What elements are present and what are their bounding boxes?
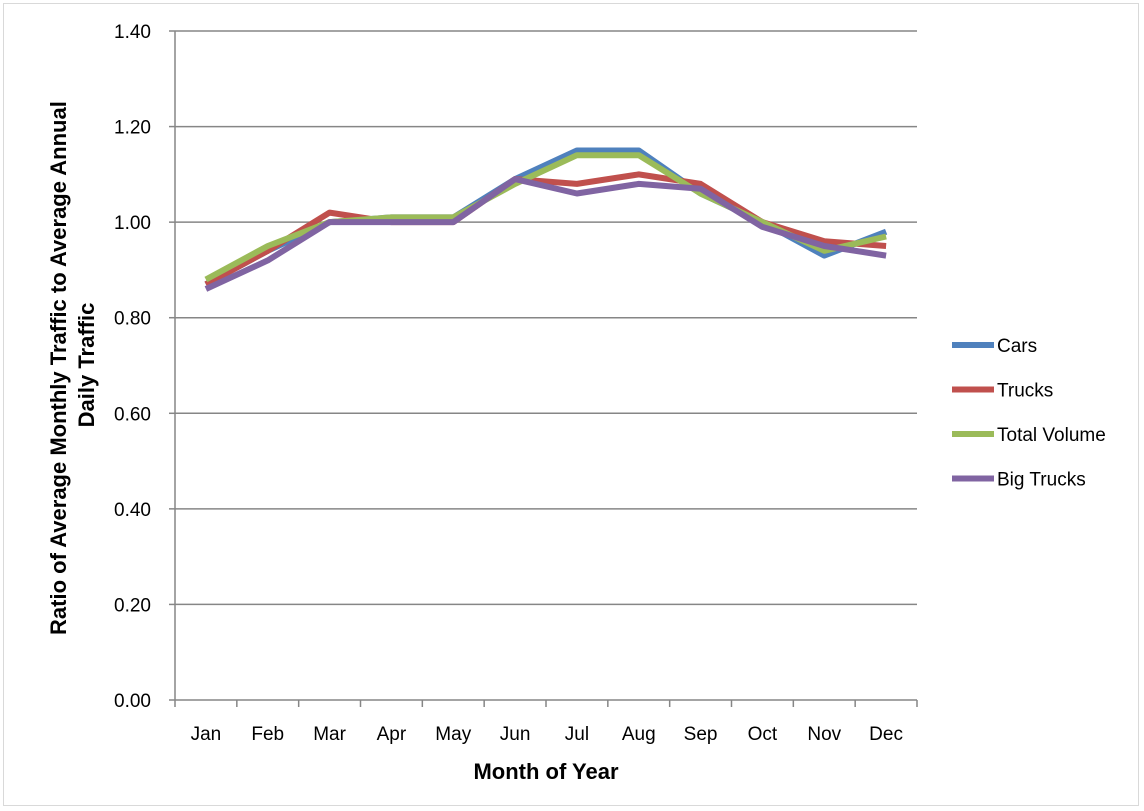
x-tick-label: Mar — [313, 724, 346, 745]
y-tick-label: 0.60 — [114, 404, 151, 425]
y-tick-label: 0.40 — [114, 500, 151, 521]
x-tick-label: May — [435, 724, 471, 745]
x-tick-label: Nov — [807, 724, 841, 745]
legend-label: Total Volume — [997, 425, 1106, 446]
y-tick-label: 0.80 — [114, 309, 151, 330]
x-tick-label: Aug — [622, 724, 656, 745]
y-axis-title-line-2: Daily Traffic — [74, 303, 99, 428]
y-tick-label: 1.00 — [114, 213, 151, 234]
x-tick-label: Jan — [191, 724, 222, 745]
x-axis-ticks: Jan Feb Mar Apr May Jun Jul Aug Sep Oct Nov Dec — [174, 700, 918, 745]
x-tick-label: Feb — [251, 724, 284, 745]
chart-frame — [3, 3, 1139, 806]
series-line-big-trucks — [204, 176, 887, 292]
y-axis-title: Ratio of Average Monthly Traffic to Aver… — [46, 95, 99, 635]
x-tick-label: Oct — [748, 724, 778, 745]
y-tick-label: 1.20 — [114, 118, 151, 139]
y-axis-ticks: 0.00 0.20 0.40 0.60 0.80 1.00 1.20 1.40 — [114, 22, 175, 712]
legend-label: Big Trucks — [997, 470, 1086, 491]
series-line-total-volume — [204, 152, 887, 283]
x-tick-label: Dec — [869, 724, 903, 745]
legend-label: Trucks — [997, 381, 1053, 402]
x-tick-label: Apr — [377, 724, 407, 745]
x-tick-label: Sep — [684, 724, 718, 745]
gridlines — [175, 30, 917, 606]
y-tick-label: 0.00 — [114, 691, 151, 712]
x-tick-label: Jun — [500, 724, 531, 745]
series-lines — [204, 147, 888, 292]
legend-label: Cars — [997, 336, 1037, 357]
legend: Cars Trucks Total Volume Big Trucks — [952, 336, 1106, 491]
y-tick-label: 1.40 — [114, 22, 151, 43]
x-tick-label: Jul — [565, 724, 589, 745]
y-axis-title-line-1: Ratio of Average Monthly Traffic to Aver… — [46, 101, 71, 635]
x-axis-title: Month of Year — [473, 759, 618, 784]
y-tick-label: 0.20 — [114, 595, 151, 616]
axes — [174, 31, 917, 701]
